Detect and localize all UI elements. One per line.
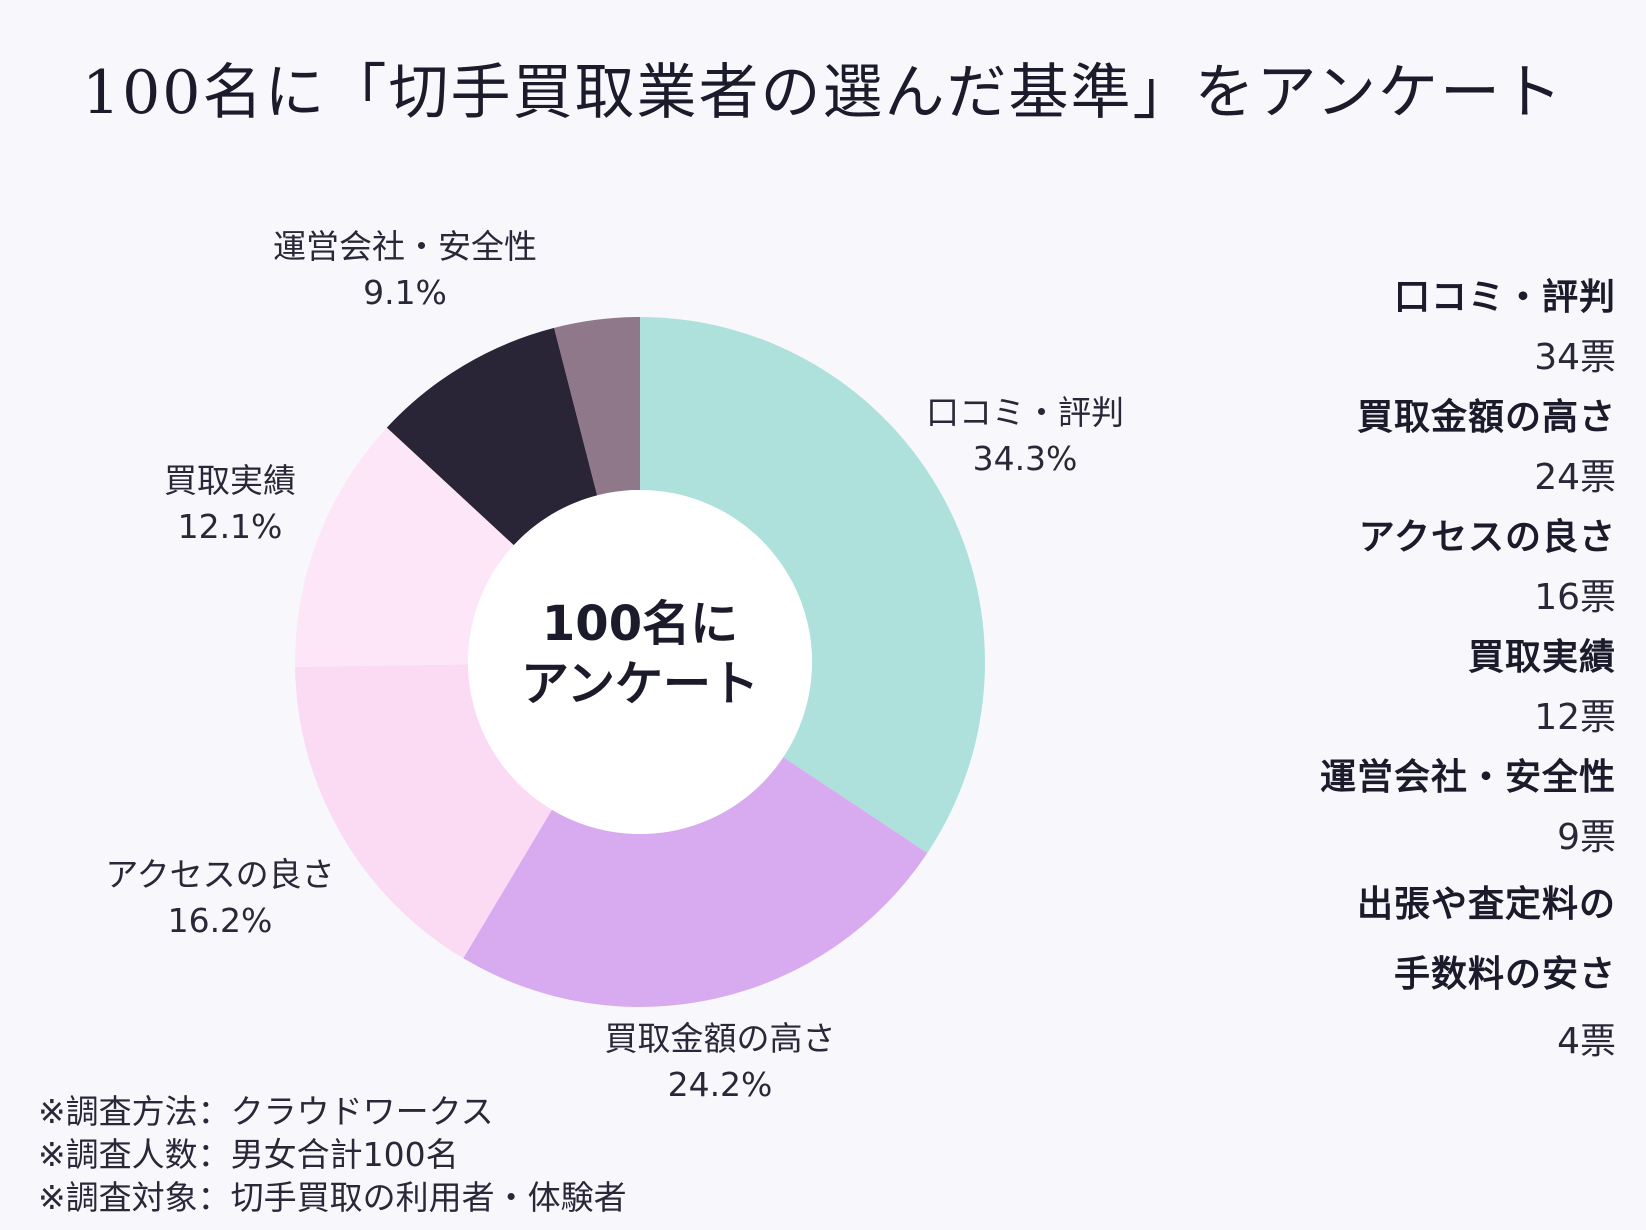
legend-item-votes: 34票 (1534, 337, 1616, 378)
legend-item-votes: 4票 (1557, 1021, 1616, 1062)
donut-slice-fees (554, 317, 640, 496)
slice-label-track-record: 買取実績 12.1% (140, 458, 320, 550)
note-method: ※調査方法：クラウドワークス (38, 1092, 494, 1131)
note-target: ※調査対象：切手買取の利用者・体験者 (38, 1178, 627, 1217)
donut-hole (468, 490, 812, 834)
slice-label-percent: 34.3% (972, 439, 1078, 478)
donut-center-text: 100名に アンケート (460, 594, 820, 714)
legend-item: 運営会社・安全性 9票 (1056, 750, 1616, 870)
legend-item-votes: 12票 (1534, 697, 1616, 738)
legend-item: 買取金額の高さ 24票 (1056, 390, 1616, 510)
legend-item-name: 出張や査定料の (1356, 884, 1616, 925)
legend-item: 買取実績 12票 (1056, 630, 1616, 750)
slice-label-percent: 16.2% (167, 901, 273, 940)
legend-item-name-line-2: 手数料の安さ (1393, 954, 1616, 995)
donut-slice-purchase-price (463, 757, 928, 1008)
chart-title: 100名に「切手買取業者の選んだ基準」をアンケート (81, 58, 1565, 128)
center-text-line-1: 100名に (541, 596, 739, 652)
legend-item-name: 買取金額の高さ (1356, 397, 1616, 438)
slice-label-purchase-price: 買取金額の高さ 24.2% (580, 1016, 860, 1108)
legend-item: 口コミ・評判 34票 (1056, 270, 1616, 390)
donut-slice-track-record (295, 427, 514, 667)
legend-item-votes: 24票 (1534, 457, 1616, 498)
legend-item: アクセスの良さ 16票 (1056, 510, 1616, 630)
slice-label-name: 運営会社・安全性 (273, 227, 537, 266)
legend-item-votes: 16票 (1534, 577, 1616, 618)
survey-notes: ※調査方法：クラウドワークス ※調査人数：男女合計100名 ※調査対象：切手買取… (38, 1090, 627, 1219)
slice-label-percent: 24.2% (667, 1065, 773, 1104)
legend-item-name: 運営会社・安全性 (1319, 757, 1616, 798)
donut-slice-access (295, 664, 552, 959)
center-text-line-2: アンケート (520, 656, 760, 712)
slice-label-name: アクセスの良さ (105, 855, 335, 894)
legend-item-votes: 9票 (1557, 817, 1616, 858)
donut-slice-company-safety (386, 327, 598, 546)
legend-item-name: アクセスの良さ (1358, 517, 1616, 558)
donut-slice-reviews (640, 317, 986, 853)
slice-label-name: 口コミ・評判 (926, 393, 1124, 432)
note-sample-size: ※調査人数：男女合計100名 (38, 1135, 459, 1174)
slice-label-access: アクセスの良さ 16.2% (90, 852, 350, 944)
slice-label-reviews: 口コミ・評判 34.3% (900, 390, 1150, 482)
slice-label-name: 買取実績 (164, 461, 296, 500)
slice-label-percent: 12.1% (177, 507, 283, 546)
legend-item-name: 買取実績 (1467, 637, 1616, 678)
legend: 口コミ・評判 34票 買取金額の高さ 24票 アクセスの良さ 16票 買取実績 … (1056, 270, 1616, 1074)
slice-label-percent: 9.1% (363, 273, 447, 312)
slice-label-company-safety: 運営会社・安全性 9.1% (260, 224, 550, 316)
legend-item: 出張や査定料の 手数料の安さ 4票 (1056, 870, 1616, 1074)
slice-label-name: 買取金額の高さ (604, 1019, 836, 1058)
legend-item-name: 口コミ・評判 (1393, 277, 1616, 318)
